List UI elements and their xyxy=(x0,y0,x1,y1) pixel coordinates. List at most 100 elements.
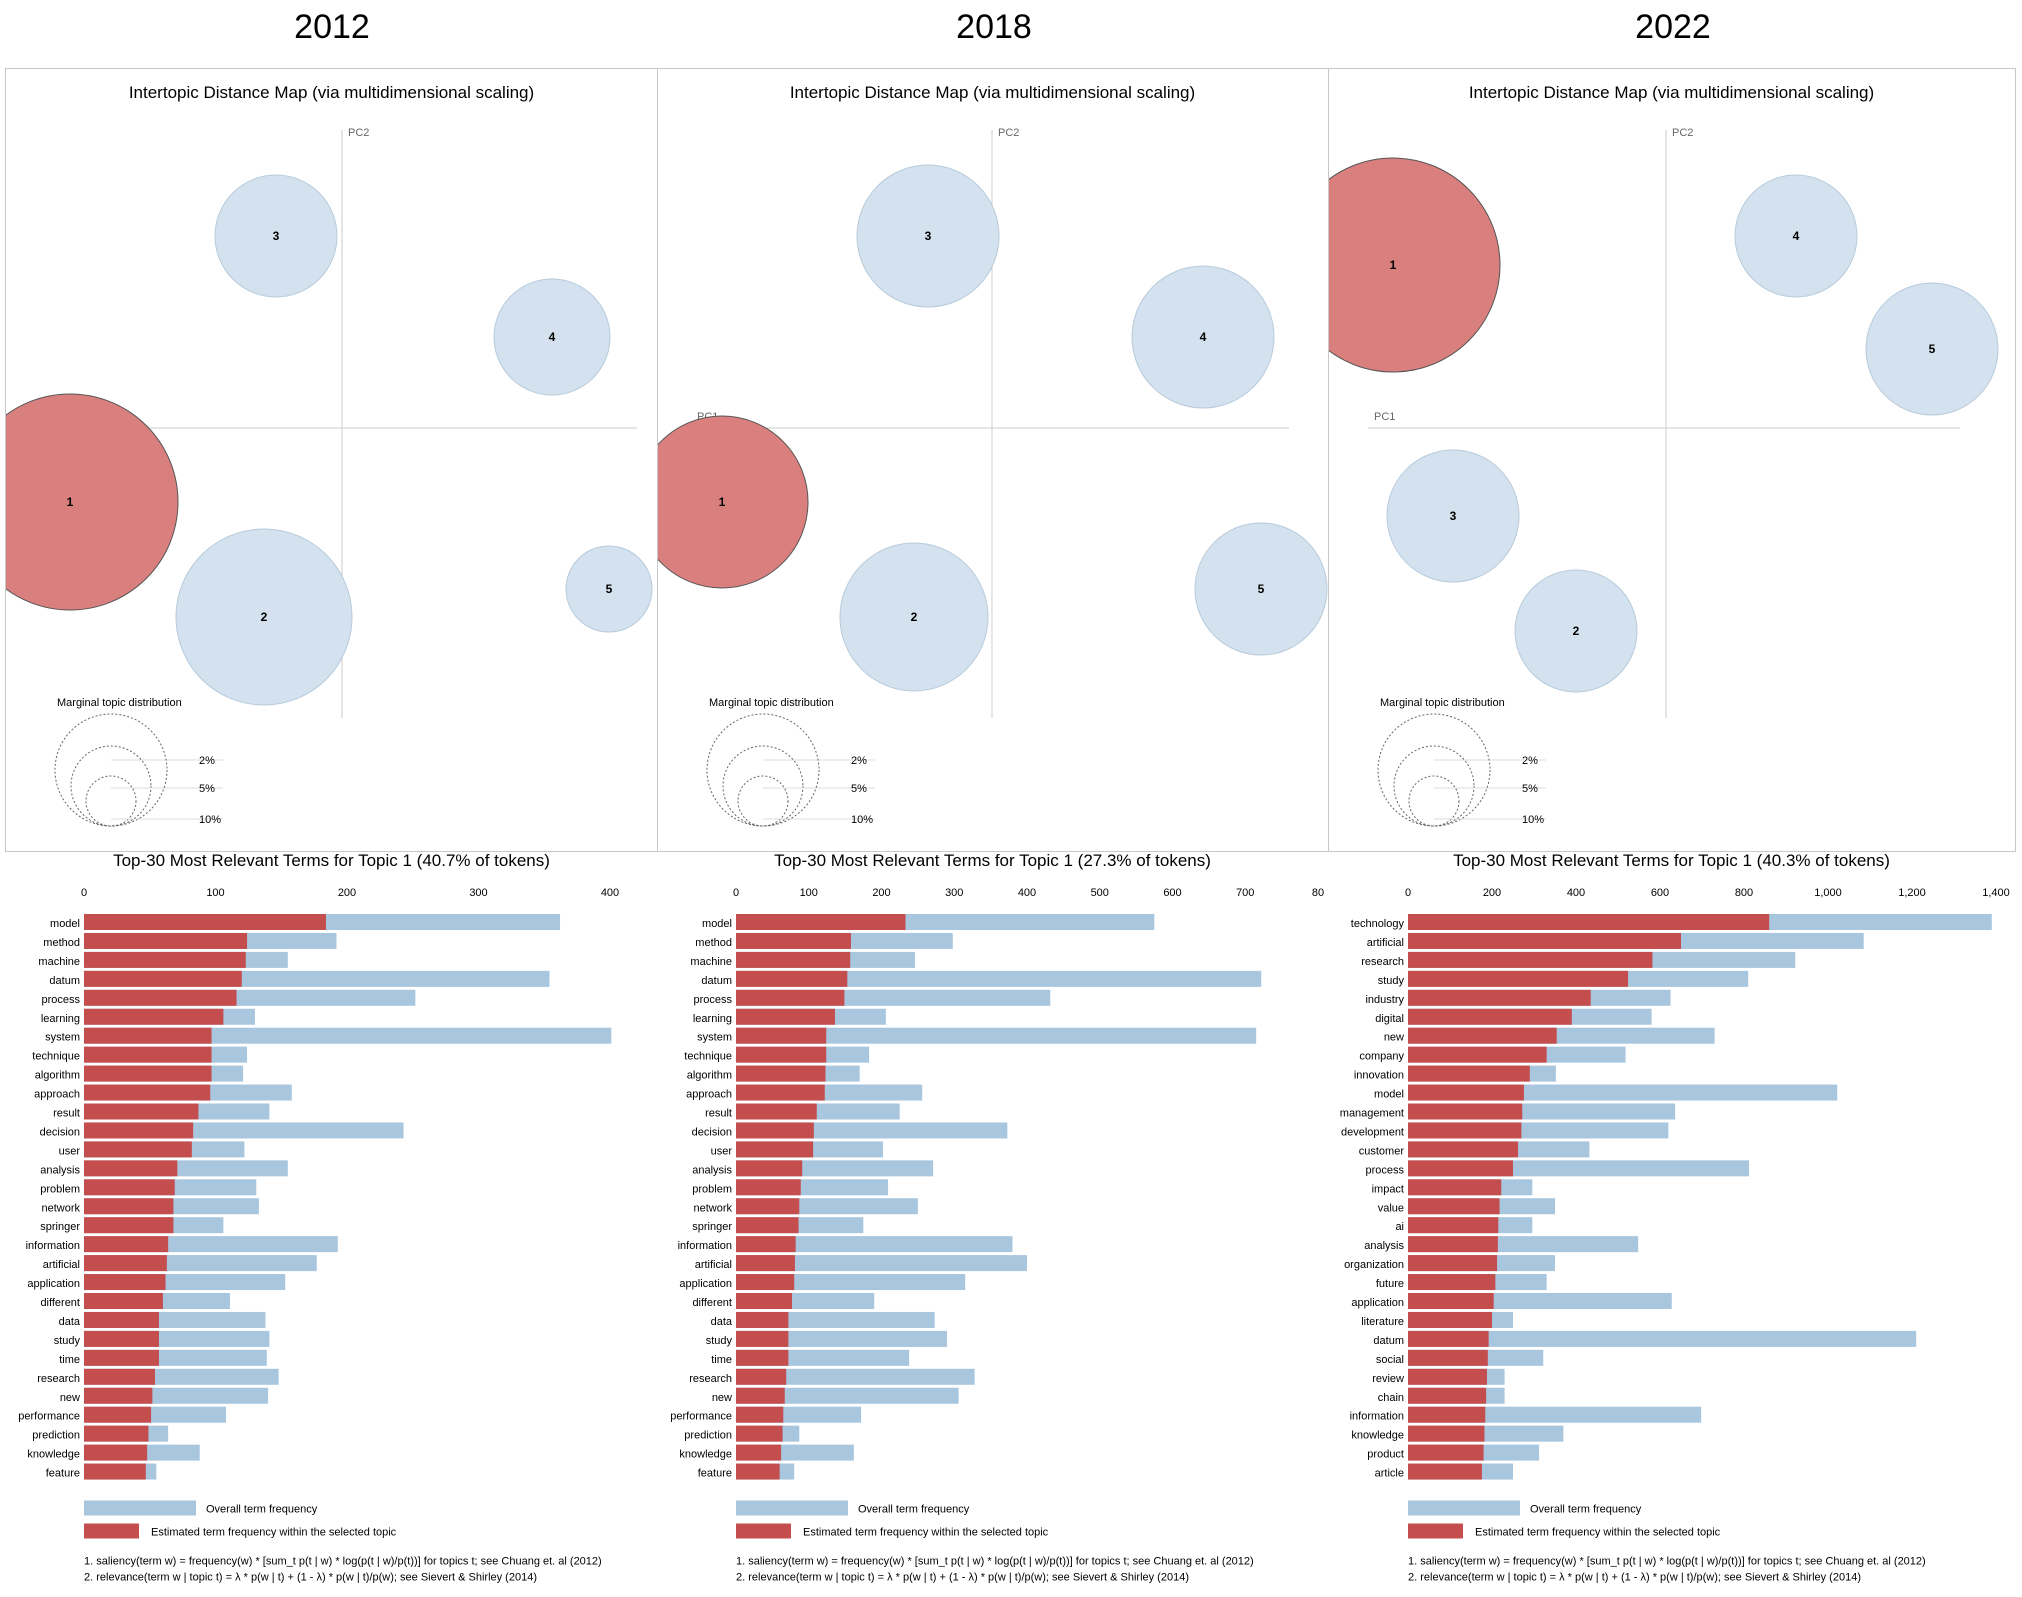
bar-topic-network xyxy=(736,1198,800,1215)
topic-bubble-4[interactable]: 4 xyxy=(1131,265,1275,409)
bar-topic-method xyxy=(736,932,851,949)
bar-topic-knowledge xyxy=(1408,1425,1485,1442)
topic-bubble-circle xyxy=(565,545,653,633)
footnote-relevance: 2. relevance(term w | topic t) = λ * p(w… xyxy=(736,1572,1189,1584)
bar-topic-machine xyxy=(736,951,851,968)
topic-bubble-circle xyxy=(1131,265,1275,409)
term-label: model xyxy=(50,918,80,930)
bar-topic-knowledge xyxy=(736,1444,782,1461)
bar-topic-model xyxy=(736,914,906,930)
year-header-2018: 2018 xyxy=(956,8,1032,46)
bar-topic-organization xyxy=(1408,1255,1498,1272)
topic-bubble-4[interactable]: 4 xyxy=(1734,174,1858,298)
topic-bubble-2[interactable]: 2 xyxy=(839,542,989,692)
intertopic-map-title: Intertopic Distance Map (via multidimens… xyxy=(129,83,534,102)
term-label: different xyxy=(40,1297,80,1309)
topic-bubble-2[interactable]: 2 xyxy=(175,528,353,706)
term-label: feature xyxy=(46,1468,80,1480)
term-label: approach xyxy=(686,1089,732,1101)
term-label: machine xyxy=(690,956,732,968)
term-label: information xyxy=(1350,1411,1404,1423)
term-label: development xyxy=(1341,1126,1404,1138)
pc2-axis-label: PC2 xyxy=(998,127,1019,139)
term-label: article xyxy=(1375,1468,1404,1480)
x-tick-label: 200 xyxy=(1483,887,1501,899)
term-label: future xyxy=(1376,1278,1404,1290)
bar-topic-future xyxy=(1408,1274,1496,1291)
bar-topic-approach xyxy=(84,1084,211,1101)
marginal-title: Marginal topic distribution xyxy=(57,697,182,709)
term-label: result xyxy=(53,1108,80,1120)
topic-bubble-3[interactable]: 3 xyxy=(1386,449,1520,583)
bar-topic-system xyxy=(736,1027,827,1044)
topic-bubble-2[interactable]: 2 xyxy=(1514,569,1638,693)
term-label: application xyxy=(679,1278,732,1290)
bar-topic-artificial xyxy=(1408,932,1681,949)
bar-topic-different xyxy=(736,1293,793,1309)
bar-overall-information xyxy=(736,1236,1013,1253)
topic-bubble-5[interactable]: 5 xyxy=(1865,282,1999,416)
term-label: analysis xyxy=(692,1164,732,1176)
term-label: result xyxy=(705,1108,732,1120)
term-label: artificial xyxy=(1367,937,1404,949)
ldavis-svg: Intertopic Distance Map (via multidimens… xyxy=(1328,68,2016,1584)
bar-topic-application xyxy=(1408,1293,1494,1309)
footnote-saliency: 1. saliency(term w) = frequency(w) * [su… xyxy=(84,1556,602,1568)
x-tick-label: 400 xyxy=(1018,887,1036,899)
term-label: literature xyxy=(1361,1316,1404,1328)
term-label: analysis xyxy=(40,1164,80,1176)
topic-bubble-1[interactable]: 1 xyxy=(1328,157,1501,373)
x-tick-label: 80 xyxy=(1312,887,1324,899)
topic-bubbles: 2 3 4 5 1 xyxy=(5,174,653,706)
marginal-circle xyxy=(737,775,789,827)
ldavis-panel-2012: Intertopic Distance Map (via multidimens… xyxy=(5,0,660,1597)
bar-topic-new xyxy=(736,1387,785,1404)
ldavis-panel-2018: Intertopic Distance Map (via multidimens… xyxy=(657,0,1358,1597)
term-label: application xyxy=(1351,1297,1404,1309)
bar-topic-research xyxy=(1408,951,1653,968)
term-label: process xyxy=(41,994,80,1006)
term-label: performance xyxy=(670,1411,732,1423)
term-label: learning xyxy=(41,1013,80,1025)
bar-topic-time xyxy=(84,1349,159,1366)
bar-overall-datum xyxy=(736,970,1262,987)
topic-bubble-4[interactable]: 4 xyxy=(493,278,611,396)
bar-overall-research xyxy=(736,1368,975,1385)
topic-bubble-circle xyxy=(658,415,809,589)
marginal-circle xyxy=(1408,775,1460,827)
term-label: prediction xyxy=(32,1430,80,1442)
topic-bubble-label: 2 xyxy=(911,610,918,624)
topic-bubble-1[interactable]: 1 xyxy=(5,393,179,611)
topic-bubble-label: 2 xyxy=(261,610,268,624)
topic-bubble-5[interactable]: 5 xyxy=(1194,522,1328,656)
legend-overall-label: Overall term frequency xyxy=(858,1504,970,1516)
bar-topic-artificial xyxy=(84,1255,167,1272)
x-tick-label: 100 xyxy=(206,887,224,899)
term-label: user xyxy=(711,1145,733,1157)
term-label: different xyxy=(692,1297,732,1309)
topic-bubble-circle xyxy=(856,164,1000,308)
bar-topic-application xyxy=(736,1274,795,1291)
topic-bubble-5[interactable]: 5 xyxy=(565,545,653,633)
term-label: technique xyxy=(32,1051,80,1063)
x-tick-label: 600 xyxy=(1163,887,1181,899)
bar-topic-product xyxy=(1408,1444,1484,1461)
bar-topic-prediction xyxy=(84,1425,149,1442)
bar-topic-system xyxy=(84,1027,212,1044)
term-label: prediction xyxy=(684,1430,732,1442)
term-label: network xyxy=(41,1202,80,1214)
topic-bubble-1[interactable]: 1 xyxy=(657,415,809,589)
marginal-label: 5% xyxy=(199,783,215,795)
topic-bubble-3[interactable]: 3 xyxy=(856,164,1000,308)
topic-bubble-label: 5 xyxy=(1929,342,1936,356)
bar-topic-approach xyxy=(736,1084,825,1101)
term-label: feature xyxy=(698,1468,732,1480)
x-tick-label: 300 xyxy=(469,887,487,899)
topic-bubble-3[interactable]: 3 xyxy=(214,174,338,298)
term-label: springer xyxy=(692,1221,732,1233)
term-label: company xyxy=(1359,1051,1404,1063)
marginal-label: 10% xyxy=(851,814,873,826)
bar-topic-algorithm xyxy=(736,1065,826,1082)
bar-topic-article xyxy=(1408,1463,1482,1480)
bar-topic-data xyxy=(84,1311,159,1328)
